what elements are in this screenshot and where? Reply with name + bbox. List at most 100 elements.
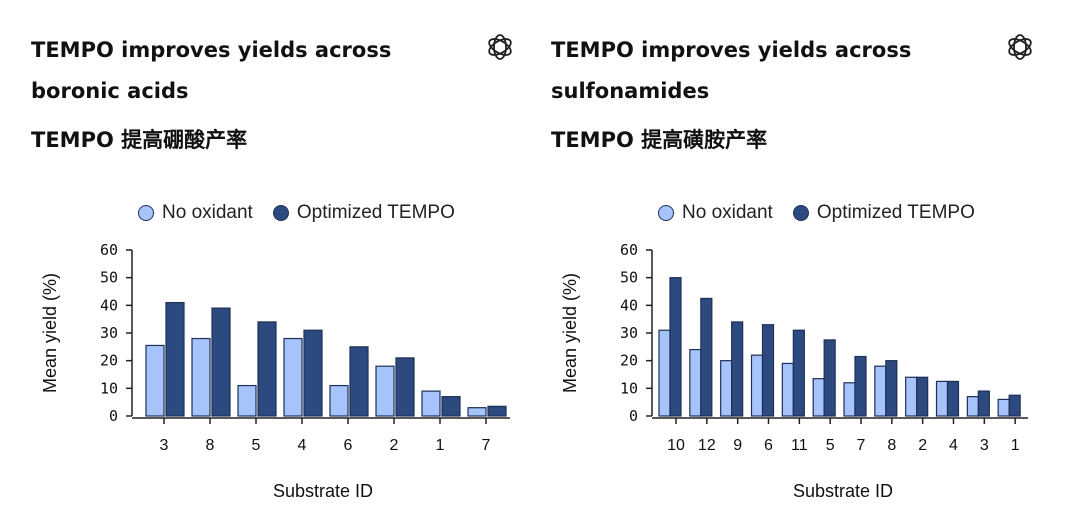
openai-logo-icon: [488, 34, 512, 60]
x-tick-label: 1: [436, 437, 445, 454]
y-tick-label: 60: [620, 241, 638, 259]
bar-optimized-tempo: [1008, 394, 1021, 417]
bar-optimized-tempo: [257, 321, 277, 417]
x-tick-label: 8: [206, 437, 215, 454]
legend-item-optimized-tempo: Optimized TEMPO: [792, 202, 975, 224]
x-tick-label: 10: [667, 437, 685, 454]
y-tick-label: 10: [100, 379, 118, 397]
bar-optimized-tempo: [669, 277, 682, 417]
openai-logo-icon: [1008, 34, 1032, 60]
bar-optimized-tempo: [977, 390, 990, 417]
bar-no-oxidant: [997, 398, 1010, 417]
legend-swatch-no-oxidant: [658, 205, 674, 221]
legend-label: Optimized TEMPO: [816, 202, 975, 223]
chart-panel-boronic: TEMPO improves yields across boronic aci…: [31, 34, 512, 501]
bar-optimized-tempo: [731, 321, 744, 417]
x-tick-label: 3: [160, 437, 169, 454]
legend-label: No oxidant: [162, 202, 253, 223]
bar-no-oxidant: [874, 365, 887, 417]
bar-optimized-tempo: [165, 301, 185, 417]
y-tick-label: 50: [100, 269, 118, 287]
bar-optimized-tempo: [349, 346, 369, 417]
legend-item-no-oxidant: No oxidant: [658, 202, 773, 224]
bar-optimized-tempo: [916, 376, 929, 417]
chart-panel-sulfonamide: TEMPO improves yields across sulfonamide…: [520, 0, 1060, 529]
bar-no-oxidant: [283, 337, 303, 417]
x-tick-label: 12: [698, 437, 716, 454]
y-axis-title: Mean yield (%): [40, 273, 60, 393]
bar-optimized-tempo: [854, 355, 867, 417]
bar-no-oxidant: [191, 337, 211, 417]
x-tick-label: 4: [949, 437, 958, 454]
bar-optimized-tempo: [395, 357, 415, 417]
bar-no-oxidant: [966, 396, 979, 417]
bar-no-oxidant: [781, 362, 794, 417]
legend-swatch-optimized-tempo: [272, 205, 289, 221]
x-tick-label: 3: [980, 437, 989, 454]
x-tick-label: 6: [344, 437, 353, 454]
bar-no-oxidant: [375, 365, 395, 417]
bar-optimized-tempo: [885, 360, 898, 417]
y-tick-label: 10: [620, 379, 638, 397]
bar-no-oxidant: [329, 384, 349, 417]
chart-subtitle: TEMPO 提高磺胺产率: [551, 128, 768, 152]
x-tick-label: 4: [298, 437, 307, 454]
y-tick-label: 20: [620, 352, 638, 370]
chart-legend: No oxidant Optimized TEMPO: [138, 200, 475, 226]
bar-no-oxidant: [935, 380, 949, 417]
x-tick-label: 2: [918, 437, 927, 454]
y-tick-label: 20: [100, 352, 118, 370]
bar-no-oxidant: [467, 407, 487, 417]
bar-optimized-tempo: [211, 307, 231, 417]
legend-label: No oxidant: [682, 202, 773, 223]
y-tick-label: 30: [100, 324, 118, 342]
bar-optimized-tempo: [823, 339, 836, 417]
legend-item-optimized-tempo: Optimized TEMPO: [272, 202, 455, 224]
legend-swatch-optimized-tempo: [792, 205, 809, 221]
y-tick-label: 50: [620, 269, 638, 287]
x-tick-label: 5: [826, 437, 835, 454]
bar-optimized-tempo: [761, 324, 775, 417]
x-tick-label: 9: [733, 437, 742, 454]
y-tick-label: 0: [109, 407, 118, 425]
y-tick-label: 0: [629, 407, 638, 425]
chart-title: TEMPO improves yields across boronic aci…: [31, 38, 392, 103]
x-tick-label: 8: [887, 437, 896, 454]
x-axis-title: Substrate ID: [793, 481, 893, 501]
bar-no-oxidant: [658, 329, 671, 417]
x-axis-title: Substrate ID: [273, 481, 373, 501]
x-tick-label: 2: [390, 437, 399, 454]
x-tick-label: 1: [1011, 437, 1020, 454]
y-axis-title: Mean yield (%): [560, 273, 580, 393]
legend-swatch-no-oxidant: [138, 205, 154, 221]
bar-no-oxidant: [812, 378, 825, 417]
x-tick-label: 7: [857, 437, 866, 454]
bar-no-oxidant: [720, 360, 733, 417]
chart-title: TEMPO improves yields across sulfonamide…: [551, 38, 912, 103]
x-tick-label: 11: [791, 437, 808, 454]
y-tick-label: 40: [620, 296, 638, 314]
x-tick-label: 6: [764, 437, 773, 454]
bar-optimized-tempo: [487, 405, 507, 417]
legend-item-no-oxidant: No oxidant: [138, 202, 253, 224]
bar-chart-boronic: 0 10 20 30 40 50 60 3 8 5 4 6 2 1 7 Substrate ID Mean yi…: [40, 241, 510, 501]
bar-chart-sulfonamide: 0 10 20 30 40 50 60 10 12 9 6 11 5 7 8 2 4 3 1 Substrate ID…: [560, 241, 1028, 501]
chart-subtitle: TEMPO 提高硼酸产率: [31, 128, 248, 152]
legend-label: Optimized TEMPO: [296, 202, 455, 223]
y-tick-label: 60: [100, 241, 118, 259]
x-tick-label: 5: [252, 437, 261, 454]
bar-optimized-tempo: [792, 329, 805, 417]
x-tick-label: 7: [482, 437, 491, 454]
bar-optimized-tempo: [946, 380, 960, 417]
bar-optimized-tempo: [700, 297, 713, 417]
bar-optimized-tempo: [441, 396, 461, 417]
y-tick-label: 30: [620, 324, 638, 342]
bar-no-oxidant: [689, 348, 702, 417]
bar-no-oxidant: [145, 344, 165, 417]
bar-no-oxidant: [421, 390, 441, 417]
bar-no-oxidant: [905, 376, 918, 417]
y-tick-label: 40: [100, 296, 118, 314]
chart-legend: No oxidant Optimized TEMPO: [658, 200, 995, 226]
bar-no-oxidant: [750, 354, 764, 417]
bar-no-oxidant: [843, 382, 856, 417]
